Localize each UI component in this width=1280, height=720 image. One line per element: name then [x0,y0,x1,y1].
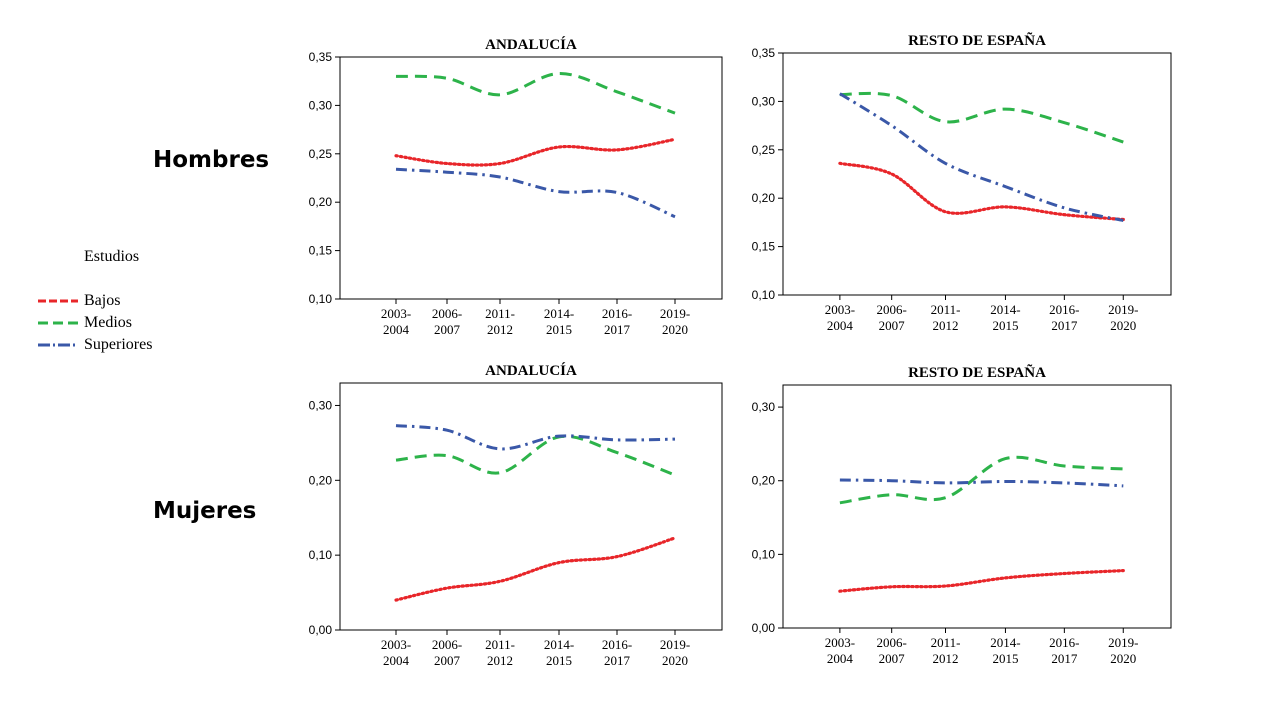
y-tick-label: 0,35 [309,50,333,64]
plot-area-frame [339,56,723,300]
x-tick-label: 2014-2015 [990,302,1020,333]
series-line-superiores [839,92,1124,222]
series-line-superiores [839,478,1124,488]
x-tick-label: 2011-2012 [931,302,961,333]
x-tick-label: 2006-2007 [877,302,907,333]
plot-area-frame [782,52,1172,296]
x-tick-label: 2006-2007 [432,306,462,337]
y-tick-label: 0,20 [752,191,776,205]
legend-label-superiores: Superiores [84,336,153,353]
series-line-bajos [394,536,677,602]
y-tick-label: 0,10 [309,292,333,306]
series-line-medios [839,91,1124,144]
x-tick-label: 2006-2007 [877,635,907,666]
y-tick-label: 0,10 [309,548,333,562]
legend-label-bajos: Bajos [84,292,121,309]
plot-area-frame [339,382,723,631]
x-tick-label: 2016-2017 [602,306,632,337]
legend-swatch-bajos [38,299,78,303]
y-tick-label: 0,00 [752,621,776,635]
series-line-medios [395,71,676,115]
series-line-superiores [395,424,676,451]
x-tick-label: 2014-2015 [544,306,574,337]
chart-title: RESTO DE ESPAÑA [908,31,1046,49]
series-line-medios [395,434,676,477]
x-tick-label: 2011-2012 [485,637,515,668]
x-tick-label: 2003-2004 [381,637,411,668]
series-line-bajos [394,137,677,167]
x-tick-label: 2016-2017 [1049,302,1079,333]
x-tick-label: 2003-2004 [381,306,411,337]
y-tick-label: 0,15 [309,244,333,258]
chart-mujeres-andalucia: ANDALUCÍA 0,00 0,10 0,20 0,30 2003-2004 2006-2… [309,362,723,668]
y-tick-label: 0,20 [309,195,333,209]
row-label-mujeres: Mujeres [153,498,257,524]
x-tick-label: 2014-2015 [544,637,574,668]
x-tick-label: 2019-2020 [660,637,690,668]
x-tick-label: 2016-2017 [1049,635,1079,666]
chart-hombres-andalucia: ANDALUCÍA 0,10 0,15 0,20 0,25 0,30 0,35 2003-20… [309,36,723,337]
y-tick-label: 0,25 [309,147,333,161]
x-tick-label: 2016-2017 [602,637,632,668]
x-tick-label: 2003-2004 [825,302,855,333]
row-label-hombres: Hombres [153,147,270,173]
legend-title: Estudios [84,248,140,265]
y-tick-label: 0,10 [752,288,776,302]
legend-swatch-medios [38,321,78,325]
y-tick-label: 0,30 [309,98,333,112]
x-tick-label: 2006-2007 [432,637,462,668]
x-tick-label: 2011-2012 [485,306,515,337]
y-tick-label: 0,15 [752,240,776,254]
chart-hombres-resto-espana: RESTO DE ESPAÑA 0,10 0,15 0,20 0,25 0,30 0,35 2… [752,31,1172,333]
y-tick-label: 0,25 [752,143,776,157]
y-tick-label: 0,20 [309,473,333,487]
chart-mujeres-resto-espana: RESTO DE ESPAÑA 0,00 0,10 0,20 0,30 2003-2004… [752,363,1172,666]
y-tick-label: 0,10 [752,547,776,561]
chart-title: RESTO DE ESPAÑA [908,363,1046,381]
x-tick-label: 2014-2015 [990,635,1020,666]
series-line-medios [839,455,1124,505]
legend-swatch-superiores [38,343,78,347]
x-tick-label: 2019-2020 [660,306,690,337]
y-tick-label: 0,30 [752,400,776,414]
chart-title: ANDALUCÍA [485,362,577,379]
y-tick-label: 0,30 [752,94,776,108]
chart-title: ANDALUCÍA [485,36,577,53]
x-tick-label: 2011-2012 [931,635,961,666]
x-tick-label: 2019-2020 [1108,635,1138,666]
plot-area-frame [782,384,1172,629]
y-tick-label: 0,20 [752,474,776,488]
legend-label-medios: Medios [84,314,132,331]
y-tick-label: 0,35 [752,46,776,60]
series-line-bajos [838,569,1125,593]
x-tick-label: 2003-2004 [825,635,855,666]
y-tick-label: 0,00 [309,623,333,637]
y-tick-label: 0,30 [309,398,333,412]
x-tick-label: 2019-2020 [1108,302,1138,333]
series-line-superiores [395,167,676,219]
series-line-bajos [838,161,1125,222]
